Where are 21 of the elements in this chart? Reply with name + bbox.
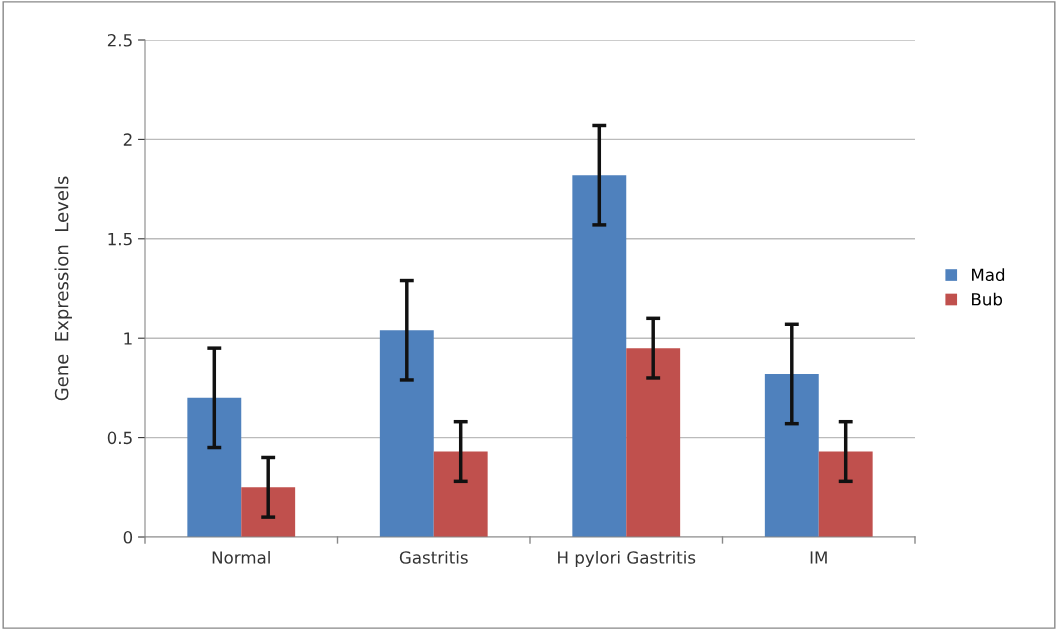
bar: [572, 175, 627, 537]
x-tick-label: IM: [810, 551, 827, 564]
x-tick-label: Gastritis: [399, 550, 468, 564]
y-tick-label: 2.5: [107, 33, 132, 47]
y-tick-label: 0.5: [107, 431, 132, 445]
bar: [379, 330, 434, 537]
x-tick-label: H pylori Gastritis: [558, 550, 696, 568]
bar: [626, 348, 681, 537]
bar: [764, 373, 819, 537]
y-tick-label: 2: [123, 133, 132, 146]
bar: [187, 397, 242, 537]
bar: [818, 451, 873, 537]
y-tick-label: 0: [123, 530, 133, 544]
y-tick-label: 1.5: [108, 232, 132, 246]
legend-label: Bub: [972, 292, 1003, 306]
x-tick-label: Normal: [212, 550, 270, 564]
y-tick-label: 1: [124, 332, 132, 345]
bar: [241, 487, 296, 537]
bar: [433, 451, 488, 537]
y-axis-title: Gene Expression Levels: [54, 176, 72, 401]
legend-label: Mad: [972, 268, 1005, 282]
